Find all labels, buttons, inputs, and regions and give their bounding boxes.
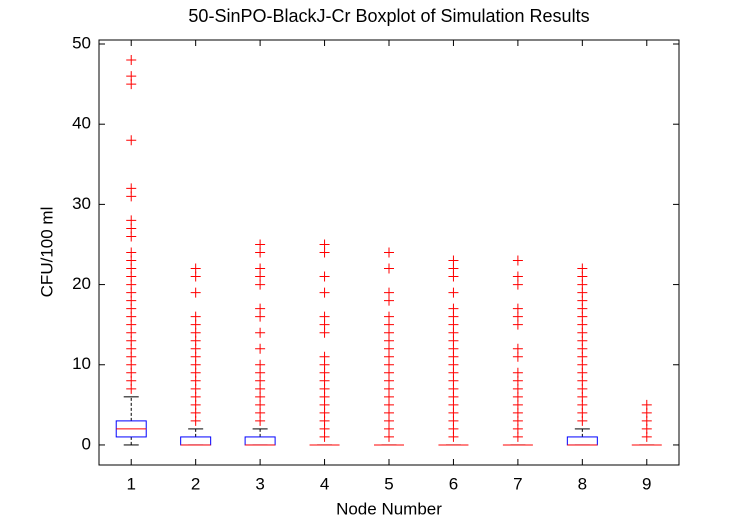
x-tick-label: 1 (126, 474, 135, 493)
outlier (319, 311, 330, 322)
outlier (190, 263, 201, 274)
y-axis-label: CFU/100 ml (37, 207, 56, 298)
outlier (126, 71, 137, 82)
outlier (641, 399, 652, 410)
outlier (512, 343, 523, 354)
chart-title: 50-SinPO-BlackJ-Cr Boxplot of Simulation… (188, 6, 589, 26)
outlier (577, 263, 588, 274)
outlier (255, 327, 266, 338)
outlier (448, 287, 459, 298)
outlier (512, 271, 523, 282)
outlier (448, 303, 459, 314)
outlier (319, 239, 330, 250)
outlier (255, 239, 266, 250)
outlier (126, 247, 137, 258)
outlier (319, 271, 330, 282)
y-tick-label: 40 (72, 114, 91, 133)
outlier (190, 311, 201, 322)
outlier (255, 343, 266, 354)
y-tick-label: 50 (72, 33, 91, 52)
outlier (384, 287, 394, 298)
outlier (255, 303, 266, 314)
outlier (126, 135, 137, 146)
x-tick-label: 4 (320, 474, 329, 493)
x-tick-label: 3 (255, 474, 264, 493)
y-tick-label: 10 (72, 354, 91, 373)
x-tick-label: 7 (513, 474, 522, 493)
outlier (126, 215, 137, 226)
y-tick-label: 30 (72, 194, 91, 213)
outlier (190, 287, 201, 298)
x-tick-label: 6 (449, 474, 458, 493)
outlier (384, 311, 394, 322)
outlier (319, 351, 330, 362)
x-tick-label: 8 (578, 474, 587, 493)
outlier (512, 367, 523, 378)
outlier (126, 183, 137, 194)
x-axis-label: Node Number (336, 499, 442, 518)
outlier (448, 255, 459, 266)
outlier (512, 255, 523, 266)
outlier (126, 55, 137, 66)
outlier (255, 359, 266, 370)
x-tick-label: 9 (642, 474, 651, 493)
y-tick-label: 0 (82, 434, 91, 453)
outlier (512, 303, 523, 314)
x-tick-label: 2 (191, 474, 200, 493)
outlier (319, 287, 330, 298)
outlier (255, 263, 266, 274)
y-tick-label: 20 (72, 274, 91, 293)
outlier (384, 247, 394, 258)
outlier (384, 263, 394, 274)
x-tick-label: 5 (384, 474, 393, 493)
